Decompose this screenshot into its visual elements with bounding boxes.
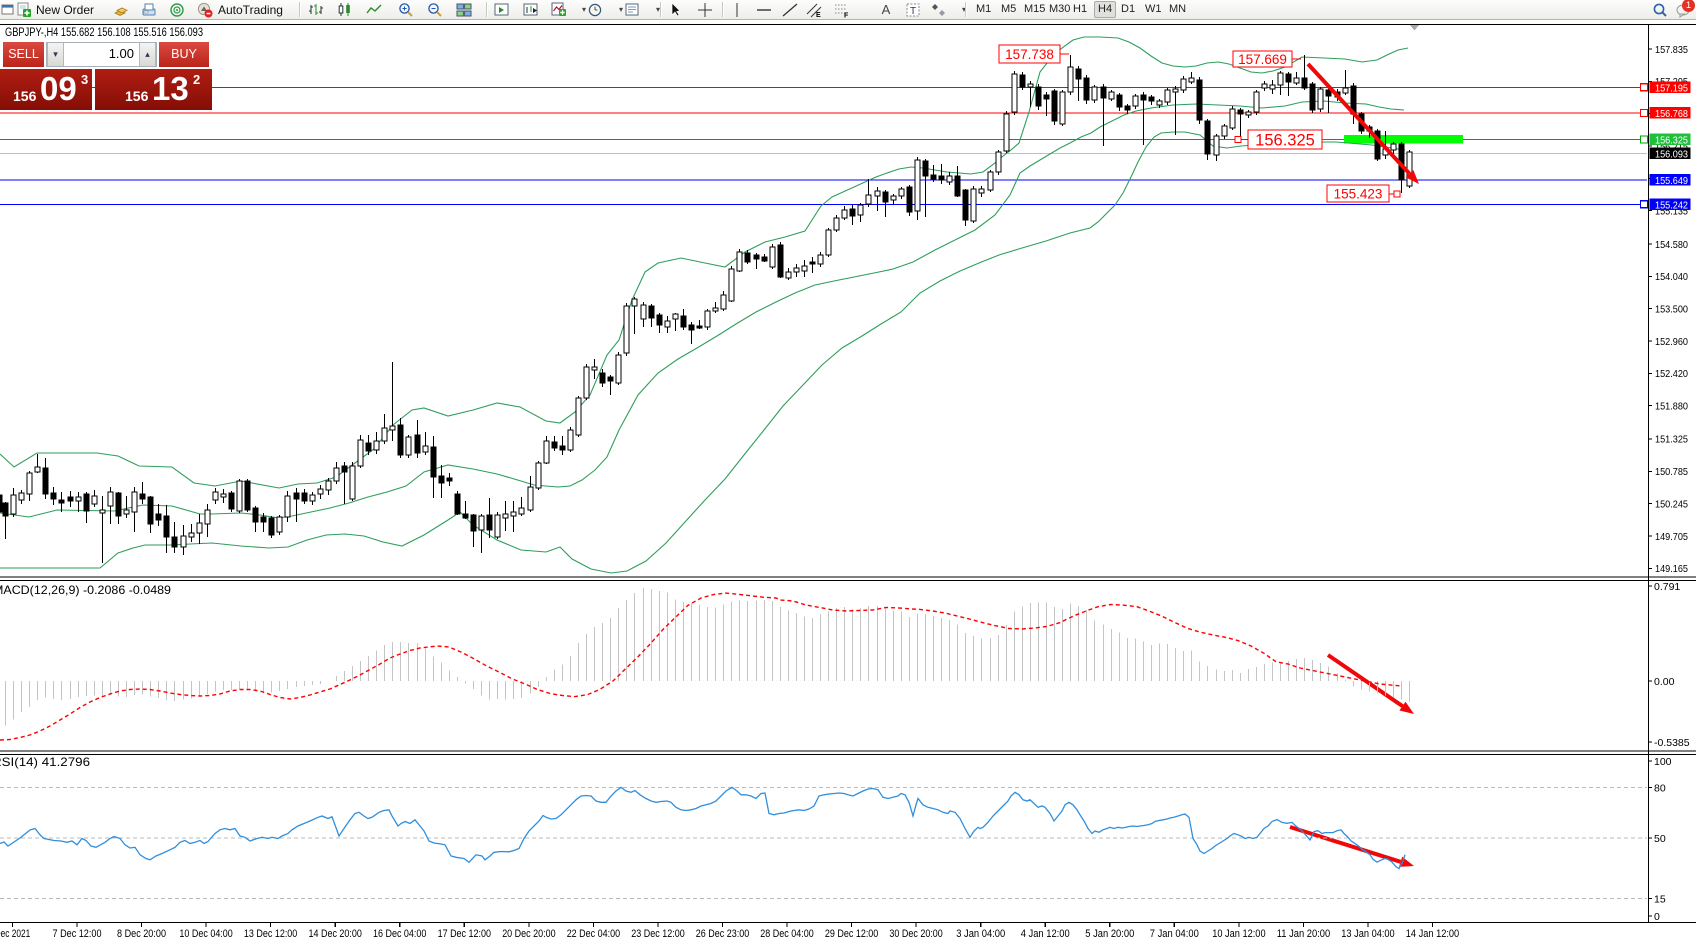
svg-text:149.705: 149.705 (1655, 531, 1688, 543)
svg-text:156.093: 156.093 (1655, 148, 1688, 160)
svg-text:154.580: 154.580 (1655, 239, 1688, 251)
svg-text:155.423: 155.423 (1334, 186, 1383, 201)
svg-text:152.960: 152.960 (1655, 336, 1688, 348)
svg-text:5 Jan 20:00: 5 Jan 20:00 (1085, 928, 1134, 940)
svg-text:100: 100 (1654, 756, 1672, 768)
svg-text:Dec 2021: Dec 2021 (0, 928, 30, 940)
svg-text:10 Jan 12:00: 10 Jan 12:00 (1212, 928, 1265, 940)
svg-text:T: T (910, 6, 916, 17)
svg-text:153.500: 153.500 (1655, 304, 1688, 316)
svg-text:26 Dec 23:00: 26 Dec 23:00 (696, 928, 749, 940)
svg-text:7 Jan 04:00: 7 Jan 04:00 (1150, 928, 1199, 940)
svg-text:50: 50 (1654, 833, 1666, 845)
svg-text:13 Dec 12:00: 13 Dec 12:00 (244, 928, 297, 940)
svg-text:RSI(14) 41.2796: RSI(14) 41.2796 (0, 755, 90, 769)
svg-text:11 Jan 20:00: 11 Jan 20:00 (1277, 928, 1330, 940)
svg-text:151.880: 151.880 (1655, 401, 1688, 413)
svg-text:0: 0 (1654, 911, 1660, 923)
svg-text:157.669: 157.669 (1238, 52, 1287, 67)
svg-text:151.325: 151.325 (1655, 434, 1688, 446)
svg-text:22 Dec 04:00: 22 Dec 04:00 (567, 928, 620, 940)
svg-text:23 Dec 12:00: 23 Dec 12:00 (631, 928, 684, 940)
svg-text:157.835: 157.835 (1655, 44, 1688, 56)
svg-text:30 Dec 20:00: 30 Dec 20:00 (889, 928, 942, 940)
svg-text:80: 80 (1654, 782, 1666, 794)
svg-text:10 Dec 04:00: 10 Dec 04:00 (179, 928, 232, 940)
svg-text:-0.5385: -0.5385 (1654, 737, 1690, 749)
svg-text:15: 15 (1654, 893, 1666, 905)
svg-text:155.242: 155.242 (1655, 199, 1688, 211)
svg-text:157.738: 157.738 (1005, 47, 1054, 62)
svg-text:150.785: 150.785 (1655, 466, 1688, 478)
svg-text:156.325: 156.325 (1255, 131, 1315, 149)
svg-text:GBPJPY-,H4 155.682 156.108 15: GBPJPY-,H4 155.682 156.108 155.516 156.0… (5, 27, 203, 39)
svg-text:154.040: 154.040 (1655, 271, 1688, 283)
svg-text:MACD(12,26,9) -0.2086 -0.0489: MACD(12,26,9) -0.2086 -0.0489 (0, 583, 171, 597)
svg-text:E: E (816, 12, 821, 18)
svg-text:152.420: 152.420 (1655, 368, 1688, 380)
svg-text:17 Dec 12:00: 17 Dec 12:00 (438, 928, 491, 940)
svg-text:29 Dec 12:00: 29 Dec 12:00 (825, 928, 878, 940)
svg-text:7 Dec 12:00: 7 Dec 12:00 (53, 928, 102, 940)
svg-text:150.245: 150.245 (1655, 498, 1688, 510)
svg-text:155.649: 155.649 (1655, 175, 1688, 187)
svg-text:0.791: 0.791 (1654, 581, 1680, 593)
svg-text:8 Dec 20:00: 8 Dec 20:00 (117, 928, 166, 940)
svg-text:4 Jan 12:00: 4 Jan 12:00 (1021, 928, 1070, 940)
svg-text:3 Jan 04:00: 3 Jan 04:00 (956, 928, 1005, 940)
svg-text:14 Jan 12:00: 14 Jan 12:00 (1406, 928, 1459, 940)
svg-text:0.00: 0.00 (1654, 676, 1675, 688)
svg-text:149.165: 149.165 (1655, 563, 1688, 575)
svg-text:156.325: 156.325 (1655, 134, 1688, 146)
svg-text:20 Dec 20:00: 20 Dec 20:00 (502, 928, 555, 940)
svg-text:14 Dec 20:00: 14 Dec 20:00 (309, 928, 362, 940)
svg-text:16 Dec 04:00: 16 Dec 04:00 (373, 928, 426, 940)
svg-text:13 Jan 04:00: 13 Jan 04:00 (1341, 928, 1394, 940)
svg-text:157.195: 157.195 (1655, 82, 1688, 94)
svg-text:28 Dec 04:00: 28 Dec 04:00 (760, 928, 813, 940)
svg-text:F: F (844, 13, 849, 19)
svg-text:156.768: 156.768 (1655, 108, 1688, 120)
